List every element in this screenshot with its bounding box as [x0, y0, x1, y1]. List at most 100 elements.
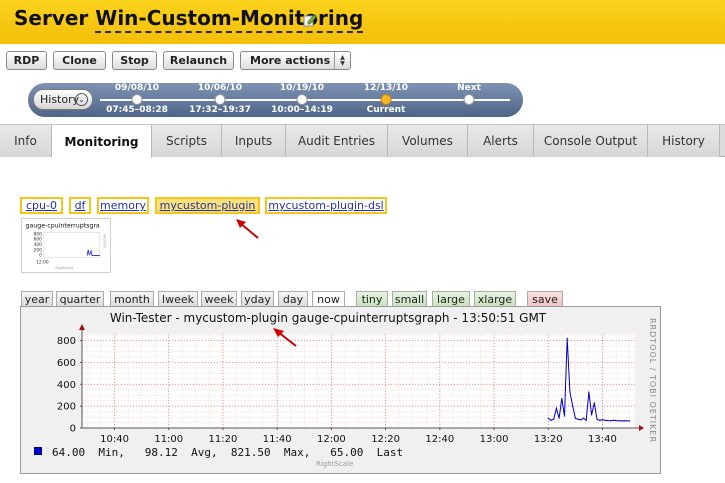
range-button-now[interactable]: now	[312, 291, 345, 307]
legend-swatch	[34, 447, 42, 455]
y-tick-label: 200	[57, 402, 76, 413]
action-toolbar: RDP Clone Stop Relaunch More actions ▲ ▼	[0, 44, 725, 78]
stop-button[interactable]: Stop	[112, 51, 157, 70]
tab-info[interactable]: Info	[0, 125, 52, 157]
legend-max-label: Max,	[283, 446, 311, 459]
graph-credit: RightScale	[316, 460, 354, 468]
range-button-day[interactable]: day	[278, 291, 308, 307]
legend-last-value: 65.00	[330, 446, 364, 459]
data-point	[623, 420, 625, 422]
graph-legend: 64.00 Min, 98.12 Avg, 821.50 Max, 65.00 …	[52, 446, 403, 459]
history-button[interactable]: History ⌄	[33, 89, 93, 110]
data-point	[585, 419, 587, 421]
server-name[interactable]: Win-Custom-Monitoring	[95, 6, 364, 33]
rdp-button[interactable]: RDP	[6, 51, 47, 70]
more-actions-select[interactable]: More actions ▲ ▼	[240, 51, 351, 70]
svg-text:RRDTOOL: RRDTOOL	[103, 234, 107, 248]
timeline-date: 10/06/10	[197, 83, 243, 93]
y-tick-label: 400	[57, 380, 76, 391]
line-chart: 10:40 11:00 11:20 11:40 12:00 12:20 12:40 13:00…	[57, 324, 644, 445]
thumbnail-xtick: 12:00	[36, 259, 49, 265]
data-point	[580, 419, 582, 421]
tab-monitoring[interactable]: Monitoring	[52, 125, 152, 158]
tab-volumes[interactable]: Volumes	[388, 125, 468, 157]
data-point	[612, 419, 614, 421]
y-tick-label: 600	[57, 358, 76, 369]
data-point	[618, 420, 620, 422]
x-tick-label: 13:00	[480, 434, 509, 445]
data-point	[593, 402, 595, 404]
timeline-point[interactable]	[296, 94, 308, 105]
tab-history[interactable]: History	[648, 125, 720, 157]
legend-last-label: Last	[376, 446, 404, 459]
data-point	[607, 419, 609, 422]
data-point	[574, 417, 576, 419]
timeline-point[interactable]	[131, 94, 143, 105]
plugin-link-mycustom-plugin[interactable]: mycustom-plugin	[155, 197, 260, 214]
data-point	[555, 407, 557, 409]
thumbnail-ytick: 200	[34, 247, 43, 253]
updown-arrow-icon: ▲ ▼	[334, 52, 350, 69]
size-button-xlarge[interactable]: xlarge	[474, 291, 516, 307]
plugin-link-cpu-0[interactable]: cpu-0	[20, 197, 63, 214]
plugin-link-df[interactable]: df	[69, 197, 91, 214]
range-button-quarter[interactable]: quarter	[56, 291, 104, 307]
timeline-date: 10/19/10	[279, 83, 325, 93]
thumbnail-credit: RightScale	[55, 266, 73, 270]
thumbnail-ytick: 800	[34, 231, 43, 237]
chevron-down-icon: ⌄	[75, 93, 88, 106]
thumbnail-label: gauge-cpuinterruptsgra	[26, 223, 100, 230]
data-point	[626, 420, 628, 422]
graph-title: Win-Tester - mycustom-plugin gauge-cpuin…	[109, 311, 547, 325]
thumbnail-ytick: 0	[39, 253, 42, 259]
legend-min-value: 64.00	[52, 446, 86, 459]
clone-button[interactable]: Clone	[53, 51, 106, 70]
edit-icon[interactable]	[303, 13, 317, 27]
save-button[interactable]: save	[527, 291, 563, 307]
timeline-point[interactable]	[214, 94, 226, 105]
tab-alerts[interactable]: Alerts	[468, 125, 534, 157]
timeline-point[interactable]	[380, 94, 392, 105]
x-tick-label: 11:00	[154, 434, 183, 445]
server-tabs: Info Monitoring Scripts Inputs Audit Entries…	[0, 124, 725, 158]
tab-inputs[interactable]: Inputs	[222, 125, 286, 157]
data-point	[588, 391, 590, 393]
tab-scripts[interactable]: Scripts	[152, 125, 222, 157]
y-tick-label: 0	[70, 424, 76, 435]
data-point	[553, 418, 555, 420]
timeline-point[interactable]	[463, 94, 475, 105]
range-button-yday[interactable]: yday	[241, 291, 274, 307]
range-button-year[interactable]: year	[21, 291, 53, 307]
graph-side-credit: RRDTOOL / TOBI OETIKER	[648, 318, 657, 444]
range-button-week[interactable]: week	[201, 291, 237, 307]
size-button-small[interactable]: small	[392, 291, 427, 307]
timeline-time: 07:45–08:28	[106, 105, 168, 115]
range-button-month[interactable]: month	[110, 291, 154, 307]
tab-console-output[interactable]: Console Output	[534, 125, 648, 157]
data-point	[550, 419, 552, 421]
timeline-date: 09/08/10	[114, 83, 160, 93]
legend-avg-value: 98.12	[144, 446, 178, 459]
legend-min-label: Min,	[98, 446, 125, 459]
size-button-tiny[interactable]: tiny	[356, 291, 388, 307]
timeline-date: 12/13/10	[363, 83, 409, 93]
title-prefix: Server	[14, 6, 96, 30]
plugin-link-mycustom-plugin-dsl[interactable]: mycustom-plugin-dsl	[265, 197, 387, 214]
timeline-time: 10:00–14:19	[271, 105, 333, 115]
timeline-time: Current	[366, 105, 406, 115]
size-button-large[interactable]: large	[432, 291, 470, 307]
data-point	[566, 337, 568, 339]
data-point	[569, 391, 571, 393]
x-tick-label: 10:40	[100, 434, 129, 445]
data-point	[628, 420, 631, 422]
tab-audit-entries[interactable]: Audit Entries	[286, 125, 388, 157]
arrow-icon	[236, 219, 259, 239]
plugin-link-memory[interactable]: memory	[97, 197, 149, 214]
range-button-lweek[interactable]: lweek	[158, 291, 198, 307]
data-point	[582, 417, 585, 419]
thumbnail-ytick: 600	[34, 237, 43, 243]
data-point	[599, 419, 601, 421]
relaunch-button[interactable]: Relaunch	[163, 51, 234, 70]
